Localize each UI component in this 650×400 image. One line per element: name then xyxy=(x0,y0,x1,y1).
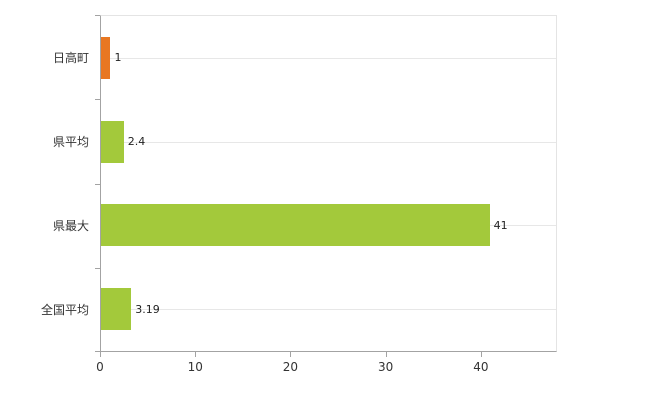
y-axis-ticks xyxy=(95,15,100,352)
x-tick-label: 10 xyxy=(187,360,203,374)
bar-2 xyxy=(101,204,490,247)
y-tick xyxy=(95,351,100,352)
value-label: 3.19 xyxy=(135,302,160,316)
grid-line xyxy=(101,141,556,143)
bar-1 xyxy=(101,120,124,163)
bar-3 xyxy=(101,288,132,331)
x-tick xyxy=(385,352,387,357)
value-label: 2.4 xyxy=(127,135,146,149)
grid-line xyxy=(101,57,556,59)
x-tick xyxy=(290,352,292,357)
x-tick-label: 40 xyxy=(473,360,489,374)
y-tick xyxy=(95,99,100,101)
category-label: 全国平均 xyxy=(40,303,89,318)
x-tick xyxy=(195,352,197,357)
value-label: 41 xyxy=(493,218,508,232)
x-tick xyxy=(480,352,482,357)
chart-row: 2.4 xyxy=(101,100,556,184)
category-axis: 日高町県平均県最大全国平均 xyxy=(0,15,94,352)
bar-0 xyxy=(101,36,111,79)
chart-row: 1 xyxy=(101,16,556,100)
x-tick-label: 0 xyxy=(96,360,104,374)
x-tick xyxy=(100,352,101,357)
value-axis: 0 10 20 30 40 xyxy=(96,352,557,386)
y-tick xyxy=(95,15,100,16)
value-label: 1 xyxy=(114,51,122,65)
y-tick xyxy=(95,183,100,185)
category-label: 日高町 xyxy=(52,50,89,65)
plot-area: 1 2.4 41 3.19 xyxy=(100,15,557,352)
grid-line xyxy=(101,309,556,311)
y-tick xyxy=(95,267,100,269)
x-tick-label: 20 xyxy=(282,360,299,374)
x-tick-label: 30 xyxy=(377,360,394,374)
chart-row: 3.19 xyxy=(101,267,556,351)
category-label: 県最大 xyxy=(52,219,89,234)
chart-row: 41 xyxy=(101,184,556,268)
category-label: 県平均 xyxy=(52,134,89,149)
